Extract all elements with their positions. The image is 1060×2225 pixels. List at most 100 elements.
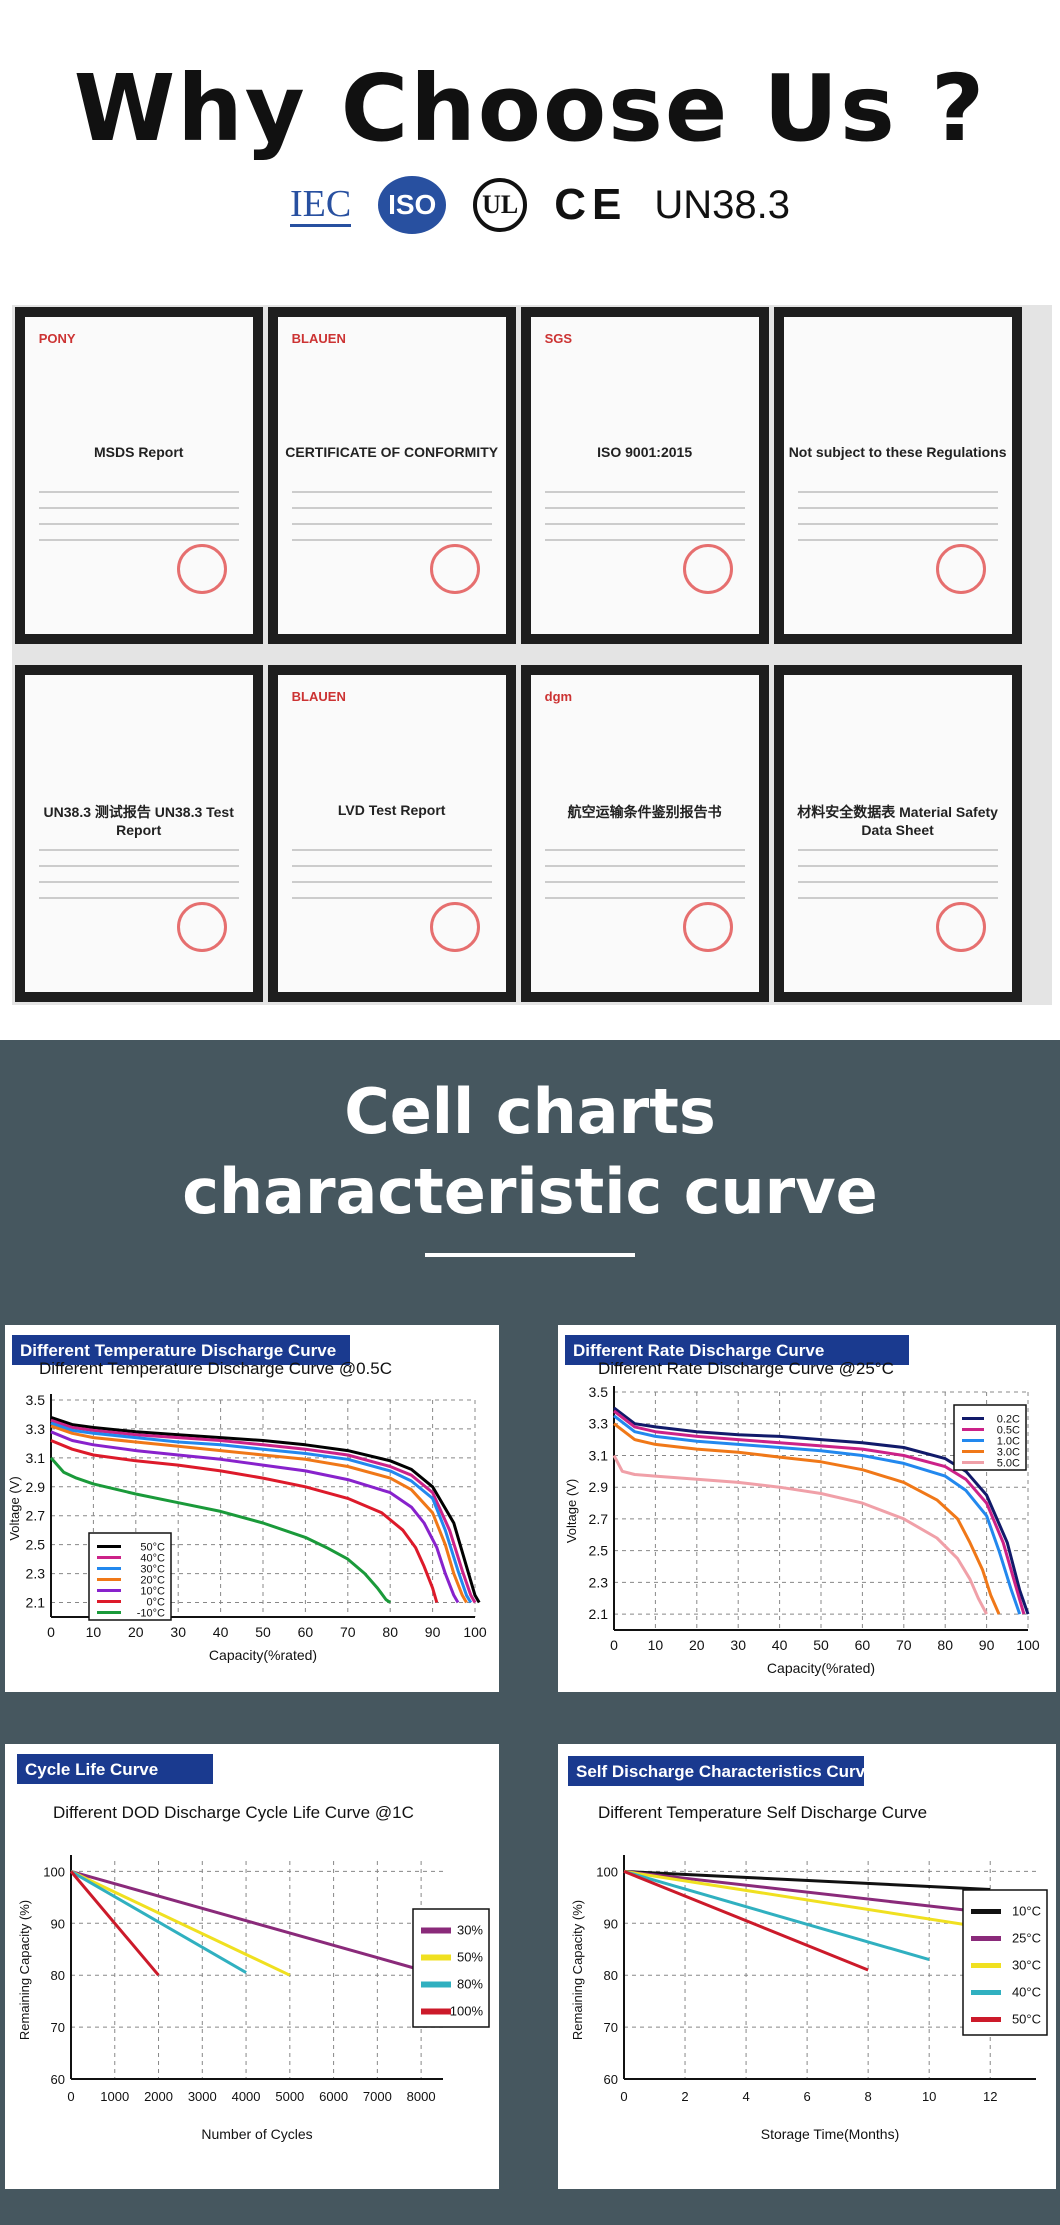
certificate-4: Not subject to these Regulations xyxy=(773,307,1022,644)
certificate-title: ISO 9001:2015 xyxy=(597,443,693,460)
y-tick-label: 70 xyxy=(604,2020,618,2035)
x-tick-label: 20 xyxy=(128,1624,144,1640)
x-tick-label: 7000 xyxy=(363,2089,392,2104)
certificate-text-line xyxy=(38,491,239,494)
certificate-text-line xyxy=(544,881,745,884)
chart-banner-text: Different Temperature Discharge Curve xyxy=(20,1341,336,1360)
x-axis-label: Number of Cycles xyxy=(201,2126,312,2142)
x-tick-label: 1000 xyxy=(100,2089,129,2104)
y-tick-label: 100 xyxy=(43,1864,65,1879)
y-tick-label: 100 xyxy=(596,1864,618,1879)
series-line xyxy=(70,1870,291,1977)
x-tick-label: 8000 xyxy=(407,2089,436,2104)
certificate-paper: PONY MSDS Report xyxy=(24,317,253,634)
page-title: Why Choose Us ? xyxy=(73,55,987,162)
certification-logos: IEC ISO UL CE UN38.3 xyxy=(290,175,790,235)
series-line xyxy=(613,1409,1026,1615)
certificate-paper: Not subject to these Regulations xyxy=(783,317,1012,634)
x-tick-label: 10 xyxy=(648,1637,664,1653)
chart-banner-text: Different Rate Discharge Curve xyxy=(573,1341,824,1360)
certificate-title: MSDS Report xyxy=(93,443,184,460)
certificate-text-line xyxy=(38,896,239,899)
certificate-text-line xyxy=(544,538,745,541)
y-tick-label: 80 xyxy=(51,1968,65,1983)
x-tick-label: 4 xyxy=(742,2089,749,2104)
legend-label: 30% xyxy=(457,1923,483,1938)
series-line xyxy=(50,1421,473,1604)
series-line xyxy=(50,1415,481,1604)
certificate-6: BLAUEN LVD Test Report xyxy=(267,665,516,1002)
series-line xyxy=(50,1430,460,1604)
certificate-text-line xyxy=(291,523,492,526)
certificate-stamp xyxy=(935,902,986,952)
series-line xyxy=(623,1869,930,1962)
x-tick-label: 10 xyxy=(922,2089,936,2104)
series-line xyxy=(50,1418,477,1604)
x-axis-label: Capacity(%rated) xyxy=(767,1660,875,1676)
chart-svg: Different Temperature Discharge CurveDif… xyxy=(7,1335,487,1663)
certificate-title: 材料安全数据表 Material Safety Data Sheet xyxy=(797,803,998,838)
x-tick-label: 80 xyxy=(937,1637,953,1653)
y-tick-label: 3.1 xyxy=(26,1450,46,1466)
x-tick-label: 30 xyxy=(170,1624,186,1640)
certificate-paper: BLAUEN LVD Test Report xyxy=(277,675,506,992)
certificate-5: UN38.3 测试报告 UN38.3 Test Report xyxy=(14,665,263,1002)
certificate-brand: PONY xyxy=(38,331,76,346)
chart-svg: Different Rate Discharge CurveDifferent … xyxy=(564,1335,1040,1676)
y-axis-label: Remaining Capacity (%) xyxy=(570,1900,585,2040)
certificate-text-line xyxy=(291,491,492,494)
legend-label: 0.2C xyxy=(997,1414,1020,1426)
legend-label: 50°C xyxy=(140,1542,165,1554)
y-tick-label: 2.5 xyxy=(589,1543,609,1559)
chart-banner xyxy=(17,1754,213,1784)
y-axis-label: Voltage (V) xyxy=(564,1479,579,1543)
series-line xyxy=(50,1439,439,1603)
series-line xyxy=(623,1870,869,1972)
certificate-text-line xyxy=(38,881,239,884)
certificate-title: UN38.3 测试报告 UN38.3 Test Report xyxy=(43,803,234,838)
y-tick-label: 2.1 xyxy=(26,1595,46,1611)
certificate-stamp xyxy=(429,902,480,952)
series-line xyxy=(623,1869,991,1915)
legend-label: 5.0C xyxy=(997,1458,1020,1470)
y-tick-label: 3.5 xyxy=(589,1384,609,1400)
certificate-7: dgm 航空运输条件鉴别报告书 xyxy=(520,665,769,1002)
ce-logo: CE xyxy=(554,180,628,229)
x-tick-label: 70 xyxy=(896,1637,912,1653)
y-tick-label: 3.3 xyxy=(589,1416,609,1432)
legend-label: 40°C xyxy=(1012,1985,1041,2000)
iso-logo: ISO xyxy=(378,176,447,234)
x-tick-label: 50 xyxy=(255,1624,271,1640)
x-tick-label: 60 xyxy=(855,1637,871,1653)
y-tick-label: 2.1 xyxy=(589,1606,609,1622)
y-tick-label: 60 xyxy=(604,2072,618,2087)
certificate-stamp xyxy=(176,902,227,952)
legend-label: 25°C xyxy=(1012,1931,1041,1946)
section-title-line2: characteristic curve xyxy=(182,1155,878,1228)
iec-logo: IEC xyxy=(290,182,352,227)
chart-banner xyxy=(568,1756,864,1786)
series-line xyxy=(613,1414,1022,1615)
chart-banner xyxy=(565,1335,909,1365)
certificate-text-line xyxy=(544,523,745,526)
legend-label: 50% xyxy=(457,1950,483,1965)
y-tick-label: 2.9 xyxy=(589,1479,609,1495)
x-axis-label: Storage Time(Months) xyxy=(761,2126,900,2142)
legend-label: 40°C xyxy=(140,1553,165,1565)
certificate-title: CERTIFICATE OF CONFORMITY xyxy=(285,443,499,460)
certificate-text-line xyxy=(291,538,492,541)
certificate-paper: 材料安全数据表 Material Safety Data Sheet xyxy=(783,675,1012,992)
x-tick-label: 6000 xyxy=(319,2089,348,2104)
certificate-text-line xyxy=(797,896,998,899)
x-tick-label: 60 xyxy=(298,1624,314,1640)
certificate-text-line xyxy=(544,896,745,899)
x-tick-label: 0 xyxy=(620,2089,627,2104)
x-tick-label: 2 xyxy=(681,2089,688,2104)
certificate-text-line xyxy=(38,523,239,526)
legend-label: 1.0C xyxy=(997,1436,1020,1448)
certificate-1: PONY MSDS Report xyxy=(14,307,263,644)
certificate-text-line xyxy=(291,507,492,510)
y-axis-label: Remaining Capacity (%) xyxy=(17,1900,32,2040)
certificate-text-line xyxy=(291,865,492,868)
cycle-life-panel: Cycle Life Curve Different DOD Discharge … xyxy=(5,1744,499,2189)
